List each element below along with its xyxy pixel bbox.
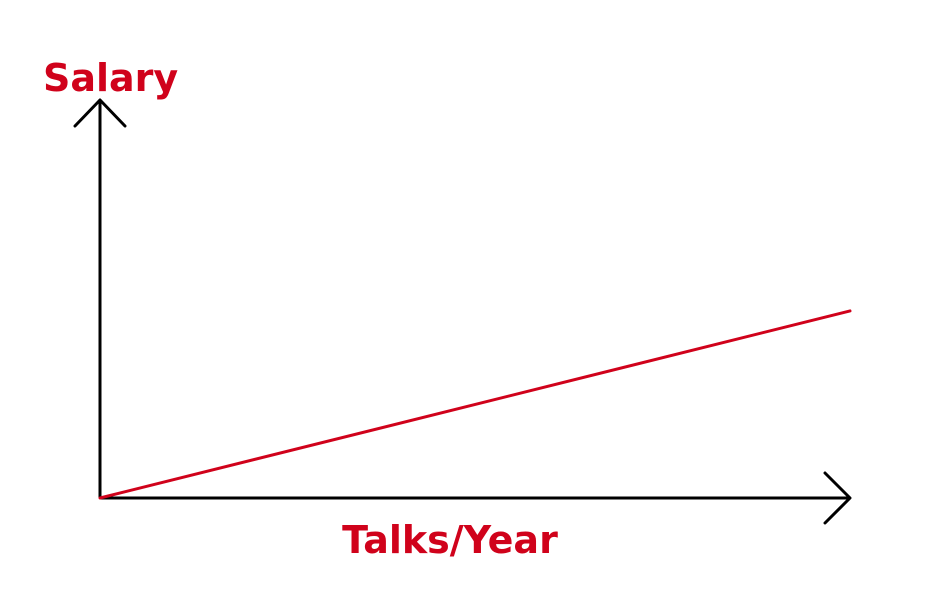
x-axis-arrowhead <box>823 471 852 525</box>
y-axis-arrowhead <box>73 98 127 128</box>
y-axis-label: Salary <box>43 56 178 100</box>
series-line <box>98 309 852 500</box>
x-axis-label: Talks/Year <box>342 518 558 562</box>
